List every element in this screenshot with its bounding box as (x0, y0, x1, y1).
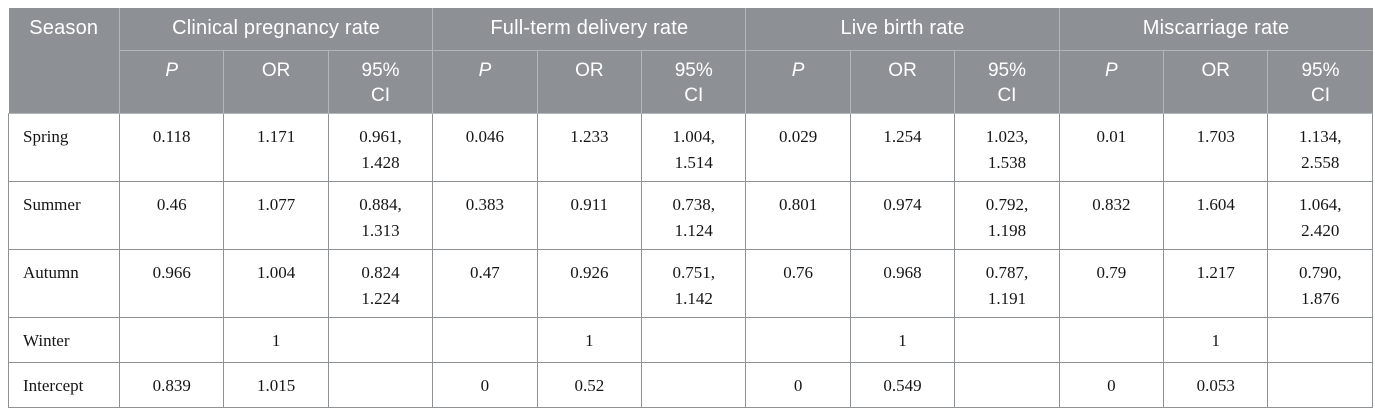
data-cell: 0.974 (849, 180, 956, 250)
data-cell: 0.792, 1.198 (954, 180, 1060, 250)
data-cell: 0.47 (432, 248, 538, 318)
group-header-full-term-delivery-rate: Full-term delivery rate (432, 8, 747, 51)
season-cell: Autumn (8, 248, 120, 318)
data-cell: 0.053 (1163, 361, 1269, 408)
data-cell: 1 (1163, 316, 1269, 363)
data-cell (118, 316, 225, 363)
data-cell: 0.839 (118, 361, 225, 408)
data-cell: 0.790, 1.876 (1267, 248, 1373, 318)
table-row: Intercept 0.839 1.015 0 0.52 0 0.549 0 0… (8, 361, 1373, 408)
season-cell: Winter (8, 316, 120, 363)
subheader-or: OR (849, 49, 956, 114)
data-cell: 1.134, 2.558 (1267, 112, 1373, 182)
data-cell: 1.604 (1163, 180, 1269, 250)
data-cell: 0.966 (118, 248, 225, 318)
season-cell: Summer (8, 180, 120, 250)
data-cell: 0.801 (745, 180, 851, 250)
subheader-row: P OR 95% CI P OR 95% CI P OR 95% CI P OR… (9, 49, 1373, 114)
data-cell (327, 361, 434, 408)
data-cell: 0.029 (745, 112, 851, 182)
subheader-or: OR (223, 49, 329, 114)
data-cell (954, 316, 1060, 363)
data-cell: 1.004 (223, 248, 329, 318)
table-header: Season Clinical pregnancy rate Full-term… (8, 8, 1373, 114)
data-cell: 0.961, 1.428 (327, 112, 434, 182)
data-cell: 1.217 (1163, 248, 1269, 318)
data-cell: 0.926 (536, 248, 643, 318)
subheader-ci: 95% CI (641, 49, 747, 114)
subheader-ci: 95% CI (954, 49, 1060, 114)
group-header-clinical-pregnancy-rate: Clinical pregnancy rate (118, 8, 434, 51)
data-cell: 1.233 (536, 112, 643, 182)
data-cell: 0.884, 1.313 (327, 180, 434, 250)
data-cell: 1.254 (849, 112, 956, 182)
data-cell: 1.015 (223, 361, 329, 408)
table-row: Spring 0.118 1.171 0.961, 1.428 0.046 1.… (8, 112, 1373, 182)
subheader-p: P (1058, 49, 1165, 114)
data-cell (1267, 361, 1373, 408)
table-row: Autumn 0.966 1.004 0.824 1.224 0.47 0.92… (8, 248, 1373, 318)
data-cell: 0 (1058, 361, 1165, 408)
data-cell: 0.01 (1058, 112, 1165, 182)
data-cell: 0.751, 1.142 (641, 248, 747, 318)
subheader-ci: 95% CI (327, 49, 434, 114)
data-cell (432, 316, 538, 363)
data-cell: 0.832 (1058, 180, 1165, 250)
data-cell: 0.549 (849, 361, 956, 408)
group-header-miscarriage-rate: Miscarriage rate (1058, 8, 1373, 51)
data-cell: 1.064, 2.420 (1267, 180, 1373, 250)
season-cell: Spring (8, 112, 120, 182)
data-cell (954, 361, 1060, 408)
data-cell: 1 (223, 316, 329, 363)
season-column-header: Season (8, 8, 120, 114)
subheader-ci: 95% CI (1267, 49, 1373, 114)
data-cell: 0.383 (432, 180, 538, 250)
data-cell (1058, 316, 1165, 363)
data-cell: 0.824 1.224 (327, 248, 434, 318)
data-cell: 0.968 (849, 248, 956, 318)
data-cell: 0.52 (536, 361, 643, 408)
group-header-row: Season Clinical pregnancy rate Full-term… (8, 8, 1373, 114)
data-cell (641, 316, 747, 363)
data-cell (641, 361, 747, 408)
data-cell: 1.171 (223, 112, 329, 182)
data-cell: 0.76 (745, 248, 851, 318)
data-cell: 0 (745, 361, 851, 408)
data-cell: 1.004, 1.514 (641, 112, 747, 182)
data-cell: 1.023, 1.538 (954, 112, 1060, 182)
data-cell: 0.911 (536, 180, 643, 250)
data-cell: 0.79 (1058, 248, 1165, 318)
subheader-or: OR (1163, 49, 1269, 114)
data-cell (1267, 316, 1373, 363)
data-cell: 0.046 (432, 112, 538, 182)
data-cell: 0.738, 1.124 (641, 180, 747, 250)
subheader-p: P (119, 49, 225, 114)
subheader-p: P (432, 49, 538, 114)
data-cell: 0.118 (118, 112, 225, 182)
data-cell: 0 (432, 361, 538, 408)
data-cell: 1 (536, 316, 643, 363)
group-header-live-birth-rate: Live birth rate (745, 8, 1060, 51)
table-row: Winter 1 1 1 1 (8, 316, 1373, 363)
data-cell: 1.703 (1163, 112, 1269, 182)
subheader-or: OR (536, 49, 643, 114)
subheader-p: P (745, 49, 851, 114)
data-cell: 1.077 (223, 180, 329, 250)
results-table: Season Clinical pregnancy rate Full-term… (8, 8, 1373, 408)
data-cell: 1 (849, 316, 956, 363)
data-cell (745, 316, 851, 363)
data-cell: 0.787, 1.191 (954, 248, 1060, 318)
season-cell: Intercept (8, 361, 120, 408)
data-cell: 0.46 (118, 180, 225, 250)
table-body: Spring 0.118 1.171 0.961, 1.428 0.046 1.… (8, 112, 1373, 408)
table-row: Summer 0.46 1.077 0.884, 1.313 0.383 0.9… (8, 180, 1373, 250)
data-cell (327, 316, 434, 363)
